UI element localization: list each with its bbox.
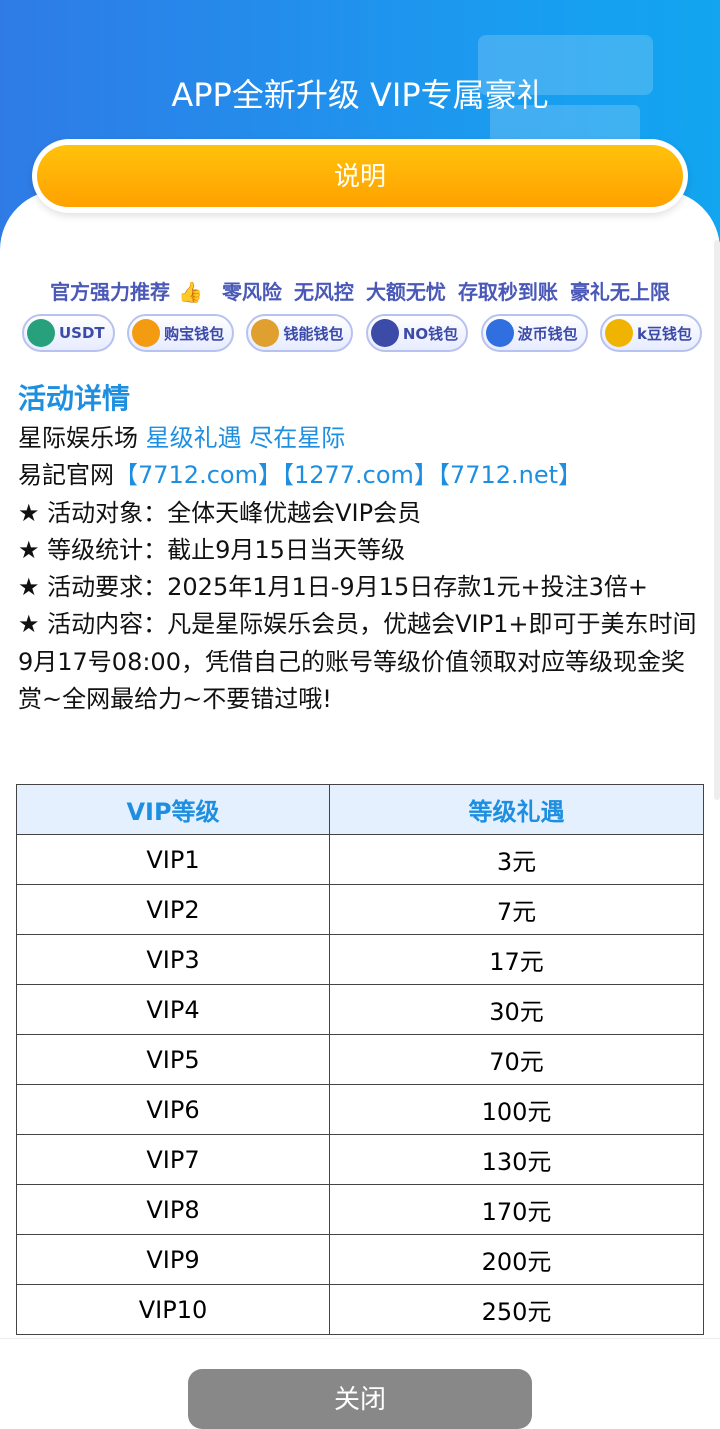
reward-cell: 30元 bbox=[329, 984, 704, 1035]
detail-item: ★ 活动要求：2025年1月1日-9月15日存款1元+投注3倍+ bbox=[18, 573, 648, 602]
wallet-badge[interactable]: NO钱包 bbox=[365, 314, 469, 352]
table-row: VIP7 130元 bbox=[16, 1134, 704, 1185]
detail-item: ★ 活动内容：凡是星际娱乐会员，优越会VIP1+即可于美东时间9月17号08:0… bbox=[18, 610, 697, 714]
wallet-label: 波币钱包 bbox=[517, 324, 578, 343]
level-cell: VIP2 bbox=[16, 884, 330, 935]
reward-cell: 250元 bbox=[329, 1284, 704, 1335]
wallet-badges: USDT 购宝钱包 钱能钱包 NO钱包 波币钱包 k豆钱包 bbox=[22, 314, 702, 352]
table-row: VIP1 3元 bbox=[16, 834, 704, 885]
level-cell: VIP5 bbox=[16, 1034, 330, 1085]
wallet-label: NO钱包 bbox=[402, 324, 459, 343]
level-cell: VIP4 bbox=[16, 984, 330, 1035]
reward-cell: 3元 bbox=[329, 834, 704, 885]
tagline: 星级礼遇 尽在星际 bbox=[145, 424, 346, 452]
explain-button[interactable]: 说明 bbox=[37, 145, 683, 207]
footer-bar: 关闭 bbox=[0, 1338, 720, 1429]
kdou-icon bbox=[604, 319, 633, 347]
table-row: VIP4 30元 bbox=[16, 984, 704, 1035]
explain-button-wrap: 说明 bbox=[32, 139, 688, 213]
level-cell: VIP3 bbox=[16, 934, 330, 985]
site-links[interactable]: 【7712.com】【1277.com】【7712.net】 bbox=[114, 461, 583, 490]
vip-reward-table: VIP等级 等级礼遇 VIP1 3元 VIP2 7元 VIP3 17元 VIP4 30元 VIP… bbox=[16, 784, 704, 1335]
level-cell: VIP7 bbox=[16, 1134, 330, 1185]
reward-cell: 170元 bbox=[329, 1184, 704, 1235]
tether-icon bbox=[27, 319, 55, 347]
activity-details: 活动详情 星际娱乐场 星级礼遇 尽在星际 易記官网【7712.com】【1277… bbox=[18, 378, 708, 718]
slogan-item: 豪礼无上限 bbox=[569, 280, 670, 304]
reward-cell: 200元 bbox=[329, 1234, 704, 1285]
page-title: APP全新升级 VIP专属豪礼 bbox=[171, 76, 549, 114]
detail-item: ★ 等级统计：截止9月15日当天等级 bbox=[18, 535, 405, 564]
table-row: VIP5 70元 bbox=[16, 1034, 704, 1085]
level-cell: VIP8 bbox=[16, 1184, 330, 1235]
wallet-badge[interactable]: 波币钱包 bbox=[480, 314, 588, 352]
slogan-lead: 官方强力推荐 bbox=[50, 280, 171, 304]
wallet-badge[interactable]: USDT bbox=[22, 314, 115, 352]
no-wallet-icon bbox=[370, 319, 399, 347]
reward-cell: 70元 bbox=[329, 1034, 704, 1085]
qianneng-icon bbox=[251, 319, 280, 347]
wallet-label: USDT bbox=[59, 324, 105, 342]
reward-cell: 100元 bbox=[329, 1084, 704, 1135]
goubao-icon bbox=[132, 319, 161, 347]
column-header: VIP等级 bbox=[16, 784, 330, 835]
reward-cell: 130元 bbox=[329, 1134, 704, 1185]
scrollbar[interactable] bbox=[714, 240, 720, 800]
wallet-label: 钱能钱包 bbox=[283, 324, 344, 343]
wallet-badge[interactable]: k豆钱包 bbox=[599, 314, 702, 352]
casino-name: 星际娱乐场 bbox=[18, 424, 138, 452]
slogan: 官方强力推荐 👍 零风险 无风控 大额无忧 存取秒到账 豪礼无上限 bbox=[0, 276, 720, 305]
slogan-item: 无风控 bbox=[293, 280, 354, 304]
slogan-item: 存取秒到账 bbox=[457, 280, 558, 304]
table-row: VIP9 200元 bbox=[16, 1234, 704, 1285]
wallet-badge[interactable]: 钱能钱包 bbox=[246, 314, 354, 352]
detail-item: ★ 活动对象：全体天峰优越会VIP会员 bbox=[18, 498, 422, 527]
table-row: VIP8 170元 bbox=[16, 1184, 704, 1235]
reward-cell: 17元 bbox=[329, 934, 704, 985]
level-cell: VIP9 bbox=[16, 1234, 330, 1285]
slogan-item: 零风险 bbox=[221, 280, 282, 304]
level-cell: VIP6 bbox=[16, 1084, 330, 1135]
reward-cell: 7元 bbox=[329, 884, 704, 935]
bobi-icon bbox=[485, 319, 514, 347]
section-heading: 活动详情 bbox=[18, 382, 131, 415]
table-row: VIP10 250元 bbox=[16, 1284, 704, 1335]
table-row: VIP2 7元 bbox=[16, 884, 704, 935]
thumbs-up-icon: 👍 bbox=[178, 280, 203, 304]
table-row: VIP3 17元 bbox=[16, 934, 704, 985]
close-button[interactable]: 关闭 bbox=[188, 1369, 532, 1429]
wallet-badge[interactable]: 购宝钱包 bbox=[127, 314, 235, 352]
wallet-label: k豆钱包 bbox=[636, 324, 692, 343]
level-cell: VIP10 bbox=[16, 1284, 330, 1335]
table-row: VIP6 100元 bbox=[16, 1084, 704, 1135]
slogan-item: 大额无忧 bbox=[365, 280, 446, 304]
column-header: 等级礼遇 bbox=[329, 784, 704, 835]
site-label: 易記官网 bbox=[18, 461, 114, 490]
wallet-label: 购宝钱包 bbox=[164, 324, 225, 343]
level-cell: VIP1 bbox=[16, 834, 330, 885]
